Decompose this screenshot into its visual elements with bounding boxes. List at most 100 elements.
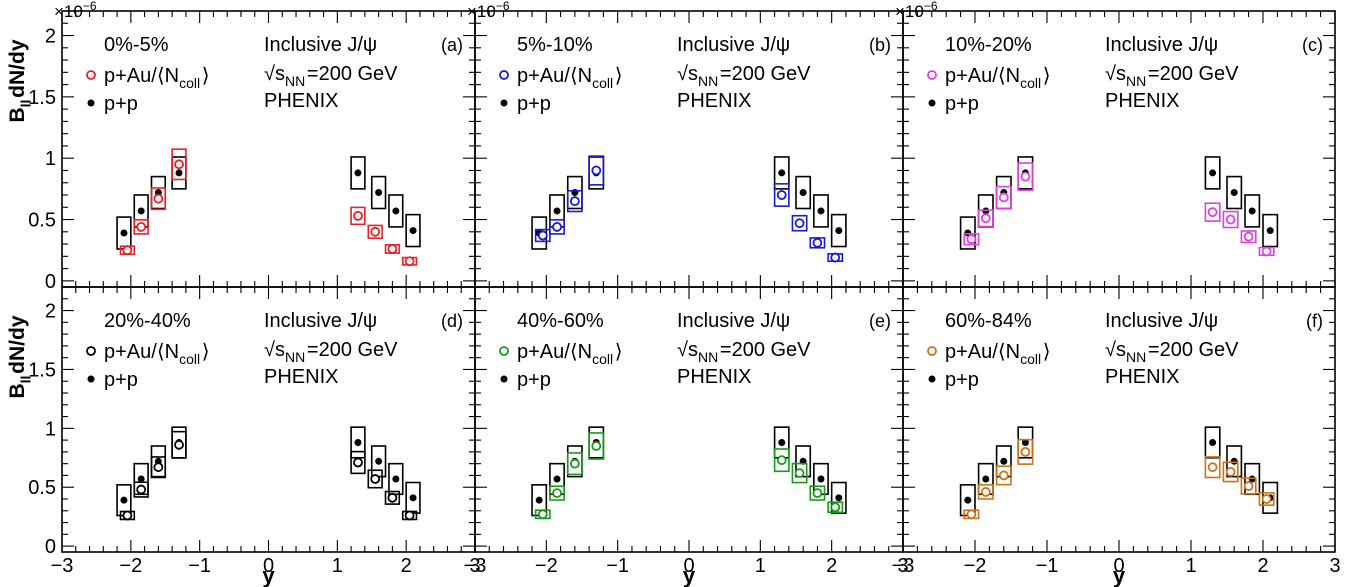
experiment-label: PHENIX bbox=[264, 90, 338, 112]
x-tick-label: −3 bbox=[464, 555, 487, 577]
legend-pp-marker bbox=[928, 375, 936, 383]
centrality-label: 60%-84% bbox=[945, 310, 1032, 332]
pAu-point bbox=[1020, 171, 1031, 182]
pp-point bbox=[120, 229, 128, 237]
pp-syst-box bbox=[350, 156, 366, 190]
pAu-syst-box bbox=[773, 448, 790, 473]
pp-point bbox=[1000, 457, 1008, 465]
pp-point bbox=[799, 189, 807, 197]
process-label: Inclusive J/ψ bbox=[677, 310, 790, 332]
pp-point bbox=[1230, 189, 1238, 197]
pAu-point bbox=[404, 510, 415, 521]
x-tick-label: 3 bbox=[469, 555, 480, 577]
pAu-point bbox=[980, 213, 991, 224]
pAu-syst-box bbox=[827, 501, 844, 514]
pAu-syst-box bbox=[566, 189, 583, 213]
legend-pAu-label: p+Au/⟨Ncoll ⟩ bbox=[104, 341, 210, 367]
panel-d: 0 0.5 1 1.5 2 −3 −2 −1 0 1 2 3 20%-40% p+Au/⟨Ncoll ⟩p… bbox=[28, 286, 481, 577]
panel-label: (b) bbox=[869, 35, 891, 55]
pAu-syst-box bbox=[534, 228, 551, 243]
legend-pp-label: p+p bbox=[945, 93, 979, 115]
exponent-label: ×10−6 bbox=[895, 0, 939, 21]
legend-pAu-label: p+Au/⟨Ncoll ⟩ bbox=[517, 65, 623, 91]
legend-pAu-label: p+Au/⟨Ncoll ⟩ bbox=[104, 65, 210, 91]
pp-syst-box bbox=[370, 175, 387, 210]
centrality-label: 0%-5% bbox=[104, 34, 169, 56]
pAu-point bbox=[998, 470, 1009, 481]
pAu-syst-box bbox=[963, 232, 980, 246]
pp-syst-box bbox=[773, 156, 790, 190]
pp-point bbox=[535, 496, 543, 504]
pp-point bbox=[778, 438, 786, 446]
energy-label: √sNN =200 GeV bbox=[1105, 339, 1239, 365]
pAu-point bbox=[1207, 462, 1218, 473]
pAu-point bbox=[136, 221, 147, 232]
x-tick-label: 1 bbox=[755, 555, 766, 577]
pp-point bbox=[1209, 438, 1217, 446]
pp-point bbox=[409, 494, 417, 502]
pAu-syst-box bbox=[171, 430, 187, 459]
experiment-label: PHENIX bbox=[1105, 366, 1179, 388]
legend-pAu-marker bbox=[86, 346, 96, 356]
pAu-syst-box bbox=[791, 462, 808, 484]
x-tick-label: −1 bbox=[606, 555, 629, 577]
panel-e: −3 −2 −1 0 1 2 3 40%-60% p+Au/⟨Ncoll ⟩p+p Inclusi… bbox=[464, 286, 909, 577]
process-label: Inclusive J/ψ bbox=[1105, 310, 1218, 332]
pp-point bbox=[392, 475, 400, 483]
x-tick-label: −2 bbox=[119, 555, 142, 577]
pp-point bbox=[120, 496, 128, 504]
legend-pp-marker bbox=[500, 375, 508, 383]
pAu-point bbox=[537, 509, 548, 520]
exponent-label: ×10−6 bbox=[54, 0, 98, 21]
pAu-point bbox=[1225, 214, 1236, 225]
pAu-point bbox=[537, 230, 548, 241]
pp-point bbox=[175, 169, 183, 177]
legend-pp-marker bbox=[87, 375, 95, 383]
x-tick-label: −1 bbox=[188, 555, 211, 577]
x-tick-label: 3 bbox=[897, 555, 908, 577]
legend-pp-label: p+p bbox=[517, 369, 551, 391]
x-tick-label: −1 bbox=[1036, 555, 1059, 577]
centrality-label: 20%-40% bbox=[104, 310, 191, 332]
pp-point bbox=[409, 227, 417, 235]
pAu-point bbox=[569, 458, 580, 469]
pAu-syst-box bbox=[150, 187, 167, 211]
pp-point bbox=[354, 438, 362, 446]
pp-point bbox=[137, 475, 145, 483]
pAu-point bbox=[387, 244, 398, 254]
x-tick-label: 2 bbox=[826, 555, 837, 577]
experiment-label: PHENIX bbox=[1105, 90, 1179, 112]
pAu-syst-box bbox=[995, 185, 1012, 210]
pAu-syst-box bbox=[809, 485, 826, 501]
pAu-point bbox=[591, 165, 602, 176]
pAu-point bbox=[353, 210, 363, 221]
panel-label: (a) bbox=[441, 35, 463, 55]
pAu-syst-box bbox=[809, 237, 826, 249]
pp-point bbox=[835, 494, 843, 502]
energy-label: √sNN =200 GeV bbox=[677, 63, 811, 89]
centrality-label: 40%-60% bbox=[517, 310, 604, 332]
x-tick-label: −2 bbox=[964, 555, 987, 577]
pp-syst-box bbox=[1244, 194, 1261, 228]
pp-point bbox=[553, 475, 561, 483]
panels: 00.511.52×10−6 0%-5%p+Au/⟨Ncoll ⟩p+pIncl… bbox=[28, 0, 1340, 577]
pAu-syst-box bbox=[171, 148, 187, 181]
pAu-point bbox=[794, 468, 805, 478]
pp-point bbox=[835, 227, 843, 235]
process-label: Inclusive J/ψ bbox=[677, 34, 790, 56]
pAu-point bbox=[153, 193, 164, 204]
legend-pAu-label: p+Au/⟨Ncoll ⟩ bbox=[945, 65, 1051, 91]
pp-point bbox=[1209, 169, 1217, 177]
legend-pAu-marker bbox=[499, 70, 509, 80]
panel-a: 0 0.5 1 1.5 2 ×10−6 0%-5% p+Au/⟨Ncoll ⟩p+p Incl… bbox=[28, 0, 476, 293]
legend-pp-label: p+p bbox=[104, 93, 138, 115]
legend-pAu-marker bbox=[927, 70, 937, 80]
pAu-point bbox=[387, 492, 398, 503]
pp-point bbox=[392, 207, 400, 215]
pAu-point bbox=[812, 488, 823, 499]
pAu-syst-box bbox=[549, 485, 565, 501]
pAu-syst-box bbox=[150, 456, 167, 479]
pAu-syst-box bbox=[133, 219, 149, 235]
panel-f: −3 −2 −1 0 1 2 3 60%-84% p+Au/⟨Ncoll ⟩p+p Inclusi… bbox=[892, 286, 1341, 577]
